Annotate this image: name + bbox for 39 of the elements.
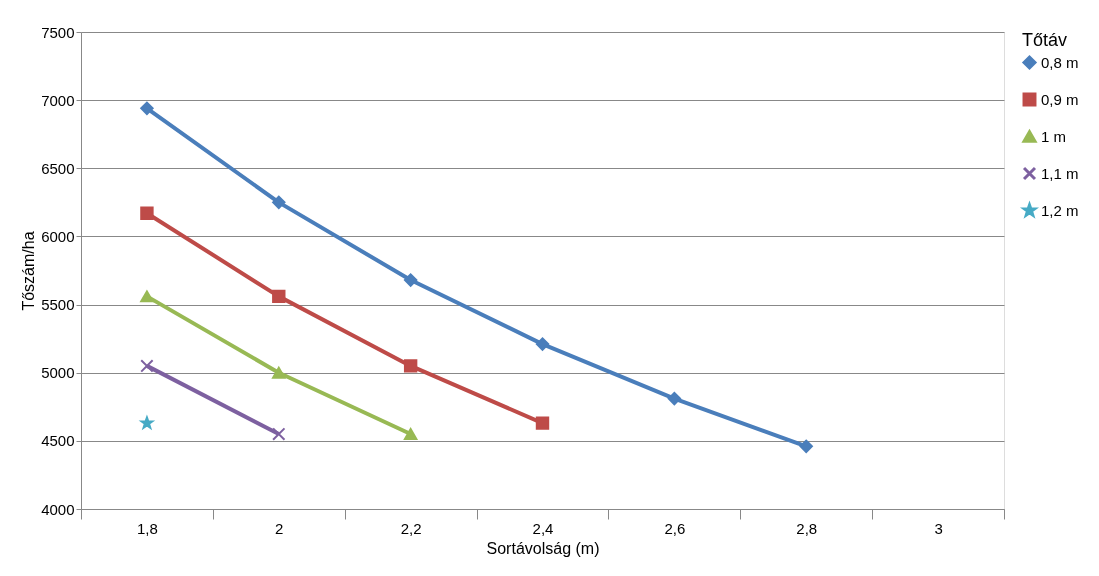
legend-label: 0,9 m <box>1041 90 1079 108</box>
legend-title: Tőtáv <box>1022 30 1068 50</box>
point <box>140 206 154 220</box>
point <box>535 337 550 351</box>
x-axis-title: Sortávolság (m) <box>486 539 600 557</box>
x-tick-label: 1,8 <box>137 519 158 537</box>
point <box>535 416 550 430</box>
point <box>272 289 286 304</box>
x-tick-label: 2,2 <box>400 519 422 537</box>
y-tick-label: 4000 <box>41 500 75 518</box>
point <box>403 428 418 440</box>
y-tick-label: 7000 <box>41 91 75 109</box>
y-tick-label: 5500 <box>41 296 75 314</box>
legend-label: 0,8 m <box>1041 53 1079 71</box>
y-tick-label: 6000 <box>41 227 75 245</box>
point <box>140 359 154 373</box>
point <box>272 427 286 441</box>
point <box>667 391 682 406</box>
y-tick-label: 4500 <box>41 432 75 450</box>
point <box>140 290 154 303</box>
point <box>799 439 813 454</box>
x-tick-label: 2,8 <box>796 519 818 537</box>
legend-label: 1,1 m <box>1041 164 1079 182</box>
y-tick-label: 5000 <box>41 364 75 382</box>
x-tick-label: 2,6 <box>664 519 686 537</box>
point <box>272 195 286 210</box>
point <box>140 101 154 116</box>
y-tick-label: 6500 <box>41 159 75 177</box>
point <box>403 359 418 373</box>
point <box>138 414 155 431</box>
x-tick-label: 3 <box>934 519 943 537</box>
y-axis-title: Tőszám/ha <box>20 231 38 311</box>
y-tick-label: 7500 <box>41 23 75 41</box>
point <box>272 366 286 379</box>
point <box>403 273 418 287</box>
legend-label: 1 m <box>1041 127 1067 145</box>
legend-label: 1,2 m <box>1041 201 1079 219</box>
x-tick-label: 2 <box>275 519 284 537</box>
x-tick-label: 2,4 <box>532 519 554 537</box>
